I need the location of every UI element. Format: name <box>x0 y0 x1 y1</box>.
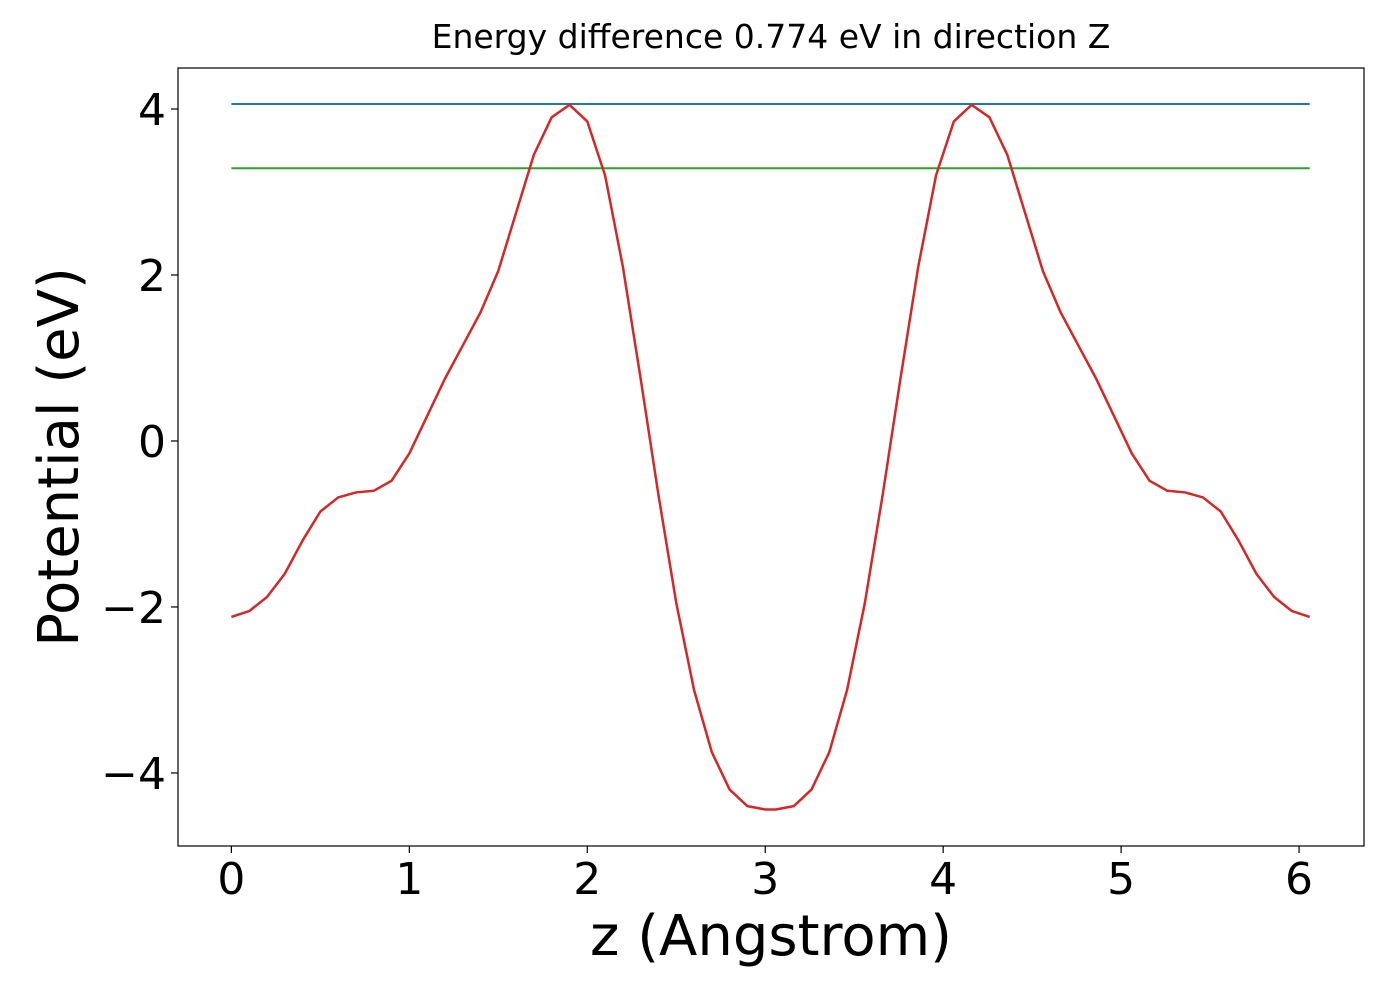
chart-title: Energy difference 0.774 eV in direction … <box>432 17 1111 56</box>
y-tick-label: 0 <box>138 417 166 468</box>
y-tick-label: 4 <box>138 85 166 136</box>
y-tick-label: −4 <box>101 749 166 800</box>
x-tick-label: 4 <box>929 854 957 905</box>
x-tick-label: 0 <box>217 854 245 905</box>
x-tick-label: 1 <box>395 854 423 905</box>
line-series <box>230 103 1311 811</box>
x-tick-label: 5 <box>1107 854 1135 905</box>
y-tick-label: −2 <box>101 583 166 634</box>
x-tick-label: 6 <box>1285 854 1313 905</box>
axes-frame <box>177 67 1365 847</box>
x-axis-label: z (Angstrom) <box>590 904 952 969</box>
x-tick-label: 3 <box>751 854 779 905</box>
x-tick-label: 2 <box>573 854 601 905</box>
y-tick-label: 2 <box>138 251 166 302</box>
y-axis-label: Potential (eV) <box>27 267 92 647</box>
